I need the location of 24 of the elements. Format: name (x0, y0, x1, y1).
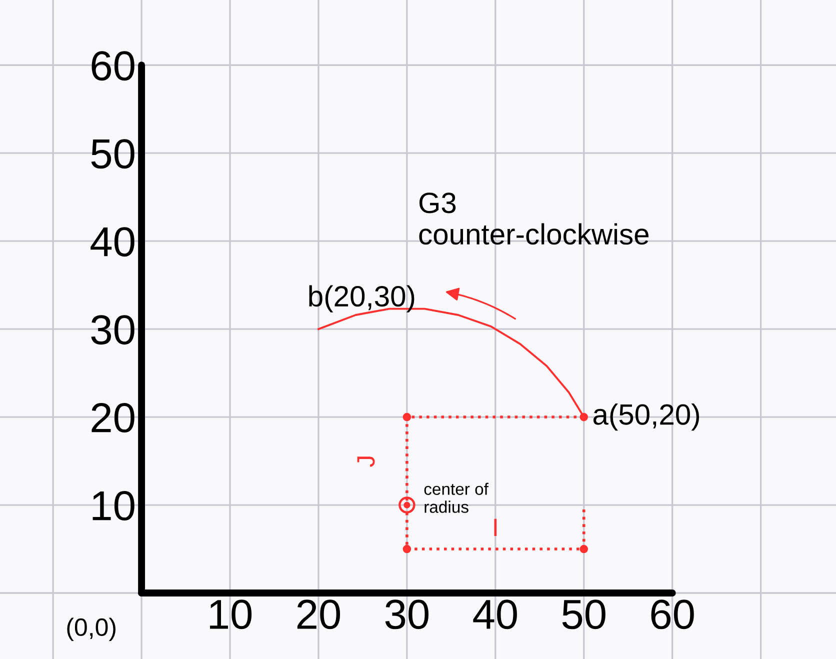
point (580, 544, 588, 554)
y-tick-label: 10 (92, 491, 134, 521)
x-tick-label: 40 (473, 600, 517, 630)
annotation: a(50,20) (593, 403, 700, 431)
point (398, 496, 416, 514)
y-tick-label: 40 (90, 227, 134, 257)
x-tick-label: 20 (297, 600, 340, 630)
y-tick-label: 60 (92, 51, 134, 81)
x-tick-label: 30 (385, 600, 428, 630)
x-tick-label: 50 (562, 600, 606, 630)
annotation: I (494, 518, 497, 536)
x-tick-label: 10 (210, 600, 252, 630)
point (580, 412, 588, 422)
y-tick-label: 20 (92, 403, 134, 433)
y-tick-label: 30 (91, 315, 134, 345)
point (402, 544, 412, 554)
annotation: J (357, 456, 375, 467)
y-tick-label: 50 (91, 139, 134, 169)
annotation: G3 counter-clockwise (419, 192, 648, 245)
annotation: (0,0) (67, 618, 116, 641)
annotation: center of radius (424, 482, 488, 513)
point (402, 412, 412, 422)
x-tick-label: 60 (651, 600, 694, 630)
annotation: b(20,30) (309, 285, 414, 312)
